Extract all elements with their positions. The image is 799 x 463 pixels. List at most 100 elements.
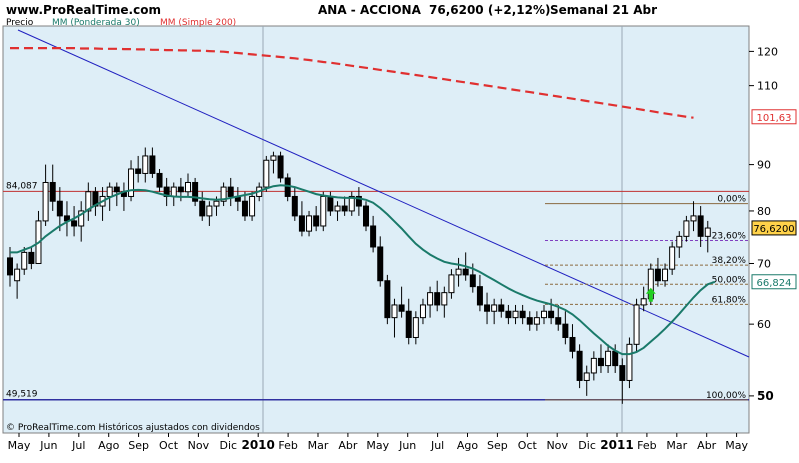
candle-body [334,205,341,212]
x-tick-label: Ago [98,439,120,452]
x-tick-label: May [725,439,748,452]
x-tick-label: Oct [518,439,538,452]
candle-body [135,168,142,174]
candle-body [498,304,505,312]
candle-body [49,181,56,202]
candle-body [512,310,519,319]
candle-body [170,186,177,197]
y-tick-label: 50 [757,389,774,403]
candle-body [448,274,455,294]
candle-body [341,205,348,212]
candle-body [469,274,476,288]
candle-body [605,350,612,367]
candle-body [384,280,391,319]
candle-body [690,215,697,222]
candle-body [263,159,270,188]
period-label: Semanal 21 Abr [550,3,657,17]
candle-body [533,317,540,325]
candle-body [71,220,78,227]
footer-text: © ProRealTime.com Históricos ajustados c… [6,422,260,433]
candle-body [78,210,85,227]
candle-body [669,246,676,270]
candle-body [85,191,92,212]
x-tick-label: Feb [637,439,656,452]
y-tick-label: 120 [757,45,778,58]
fib-label: 0,00% [717,195,746,205]
site-title: www.ProRealTime.com [6,3,161,17]
candle-body [220,186,227,202]
candle-body [484,304,491,312]
candle-body [633,304,640,345]
x-tick-label: Jul [71,439,85,452]
instrument-title: ANA - ACCIONA [318,3,422,17]
candle-body [569,336,576,352]
x-tick-label: May [366,439,389,452]
candle-body [355,195,362,207]
candle-body [455,268,462,276]
candle-body [676,235,683,248]
candle-body [462,268,469,276]
candle-body [491,304,498,312]
candle-body [113,186,120,193]
candle-body [177,186,184,193]
candle-body [391,304,398,319]
candle-body [192,181,199,202]
candle-body [7,257,13,276]
x-tick-label: Oct [159,439,179,452]
resistance-label: 84,087 [6,181,38,191]
candle-body [56,200,63,217]
candle-body [434,292,441,306]
candle-body [363,205,369,227]
legend-price: Precio [6,18,34,28]
candle-body [327,195,334,212]
x-tick-label: 2011 [600,438,633,452]
candle-body [213,200,220,207]
candle-body [320,195,327,227]
x-tick-label: May [8,439,31,452]
sma200-line [10,46,694,119]
candle-body [505,310,512,319]
candle-body [412,317,419,338]
candle-body [555,317,562,325]
y-axis: 50 60 70 80 90 110 120 [749,45,778,403]
x-tick-label: Feb [278,439,297,452]
x-tick-label: Abr [338,439,358,452]
candle-body [597,357,604,367]
candle-body [626,343,633,381]
legend-wma30: MM (Ponderada 30) [52,18,140,28]
candle-body [519,310,526,319]
x-tick-label: Abr [697,439,717,452]
candle-body [277,155,284,179]
candle-body [697,215,704,237]
candle-body [612,350,619,367]
buy-signal-arrow [645,287,656,302]
y-tick-label: 70 [757,257,771,270]
candle-body [619,365,626,381]
candle-body [298,215,305,232]
candle-body [270,155,277,161]
x-tick-label: Jul [430,439,444,452]
candle-body [156,172,163,188]
candle-body [583,372,590,381]
candle-body [313,215,320,227]
candle-body [654,268,661,282]
candle-body [348,195,355,212]
candle-body [142,155,149,174]
downtrend-line [17,29,750,358]
candle-body [576,350,583,381]
candle-body [398,304,405,312]
candle-body [227,186,234,197]
x-tick-label: Ago [457,439,479,452]
x-tick-label: Nov [188,439,210,452]
candle-body [704,227,711,237]
candle-body [14,268,21,282]
candle-body [377,246,384,282]
fib-label: 100,00% [706,391,746,401]
candle-body [662,268,669,282]
candle-body [291,195,298,217]
candle-body [149,155,156,174]
candle-body [249,195,256,217]
y-tick-label: 90 [757,159,771,172]
candle-body [185,181,191,193]
legend-sma200: MM (Simple 200) [160,18,236,28]
